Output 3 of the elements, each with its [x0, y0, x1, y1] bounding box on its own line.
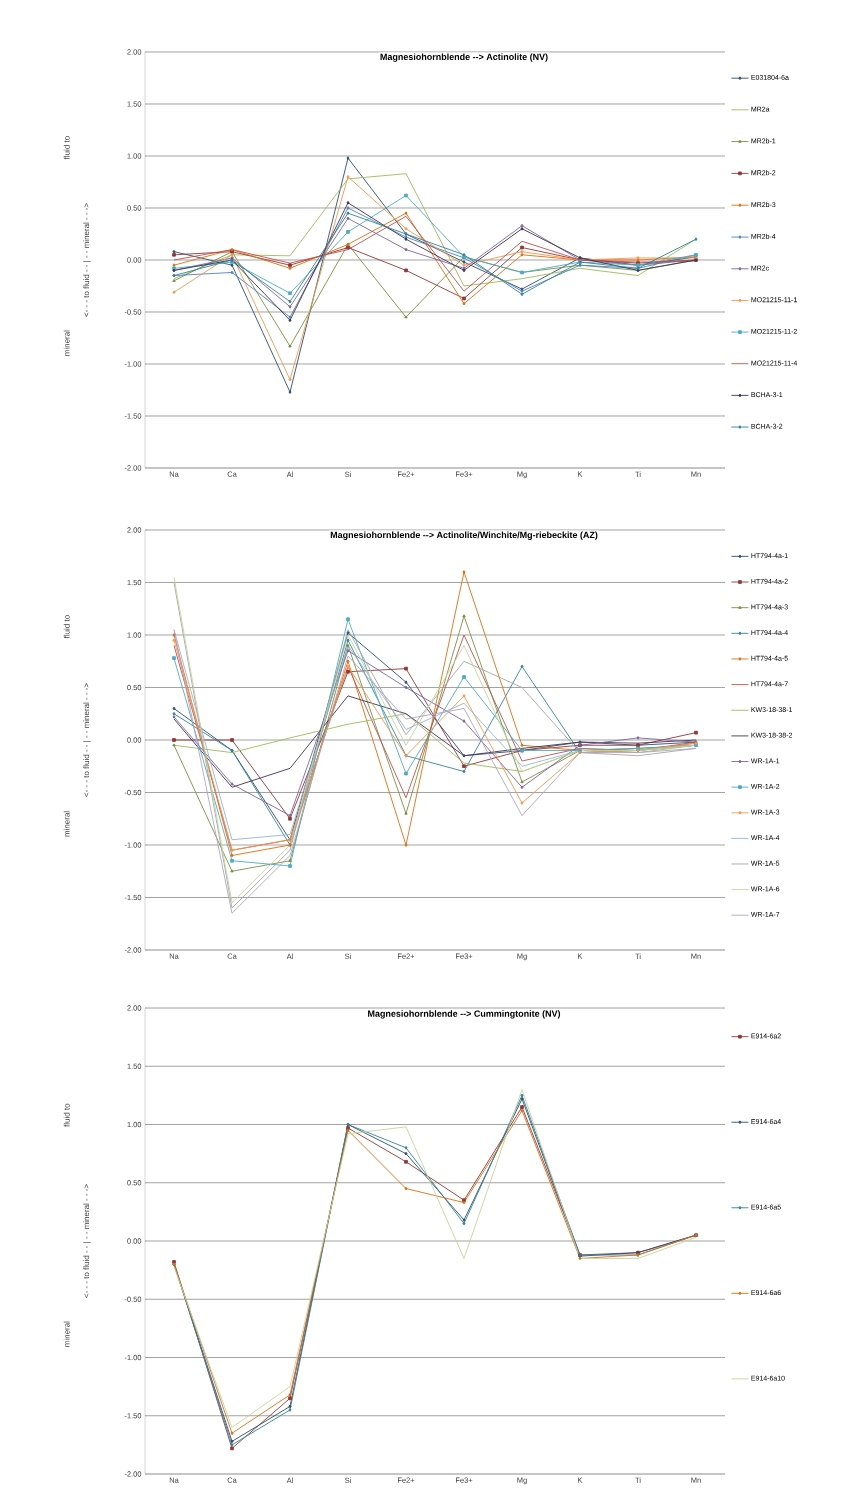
chart-title: Magnesiohornblende --> Actinolite (NV)	[380, 53, 548, 62]
chart-title: Magnesiohornblende --> Actinolite/Winchite/Mg-riebeckite (AZ)	[330, 531, 598, 540]
chart-title: Magnesiohornblende --> Cummingtonite (NV)	[368, 1010, 561, 1019]
